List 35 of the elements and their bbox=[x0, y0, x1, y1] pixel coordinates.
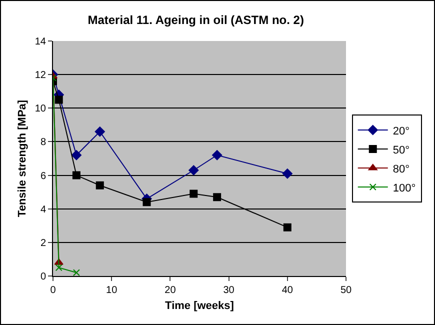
point bbox=[190, 190, 198, 198]
y-tick-label: 14 bbox=[34, 36, 46, 48]
point bbox=[188, 165, 199, 176]
point bbox=[212, 150, 222, 160]
y-tick-label: 12 bbox=[34, 70, 46, 82]
point bbox=[55, 264, 62, 272]
y-axis-title: Tensile strength [MPa] bbox=[16, 100, 29, 218]
y-tick-label: 0 bbox=[40, 272, 46, 282]
x-tick-label: 40 bbox=[282, 285, 294, 296]
x-tick-label: 30 bbox=[223, 285, 235, 296]
y-tick-label: 2 bbox=[40, 238, 46, 249]
x-tick-label: 0 bbox=[50, 285, 56, 296]
y-tick-label: 10 bbox=[34, 104, 46, 115]
x-axis-title: Time [weeks] bbox=[165, 300, 234, 312]
legend-label: 80° bbox=[392, 163, 410, 176]
x-tick-label: 10 bbox=[106, 285, 118, 296]
x-tick-label: 50 bbox=[340, 285, 352, 296]
point bbox=[96, 181, 104, 190]
point bbox=[72, 269, 80, 276]
y-tick-label: 8 bbox=[40, 137, 46, 148]
y-tick-label: 4 bbox=[40, 204, 46, 216]
point bbox=[213, 193, 222, 202]
legend-label: 20° bbox=[392, 125, 410, 138]
legend-label: 100° bbox=[392, 182, 416, 194]
chart-title: Material 11. Ageing in oil (ASTM no. 2) bbox=[88, 12, 304, 27]
legend-label: 50° bbox=[392, 144, 410, 156]
point bbox=[72, 171, 80, 180]
y-tick-label: 6 bbox=[40, 170, 46, 182]
point bbox=[282, 168, 292, 179]
point bbox=[94, 126, 105, 137]
point bbox=[283, 223, 292, 232]
point bbox=[142, 198, 151, 206]
point bbox=[54, 96, 63, 104]
x-tick-label: 20 bbox=[164, 285, 176, 296]
point bbox=[71, 150, 82, 160]
